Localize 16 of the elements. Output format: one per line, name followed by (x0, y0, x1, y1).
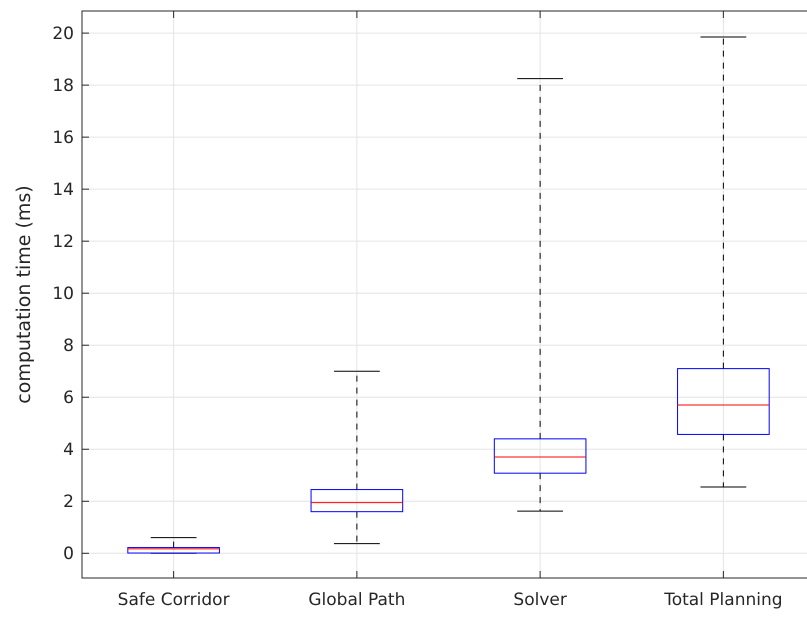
x-tick-label: Safe Corridor (118, 590, 230, 610)
y-tick-label: 16 (52, 128, 74, 148)
x-tick-label: Global Path (308, 590, 406, 610)
y-tick-label: 2 (63, 492, 74, 512)
y-tick-label: 0 (63, 544, 74, 564)
y-tick-label: 18 (52, 76, 74, 96)
y-tick-label: 4 (63, 440, 74, 460)
y-tick-label: 20 (52, 24, 74, 44)
y-tick-label: 8 (63, 336, 74, 356)
y-tick-label: 6 (63, 388, 74, 408)
x-tick-label: Solver (513, 590, 567, 610)
y-axis-title: computation time (ms) (13, 185, 35, 404)
y-tick-label: 12 (52, 232, 74, 252)
x-tick-label: Total Planning (663, 590, 783, 610)
y-tick-label: 14 (52, 180, 74, 200)
y-tick-label: 10 (52, 284, 74, 304)
